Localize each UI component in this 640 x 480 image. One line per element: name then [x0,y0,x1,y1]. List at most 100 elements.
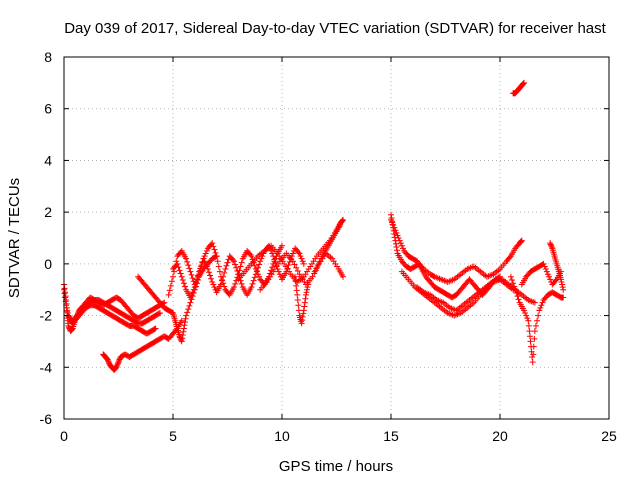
data-point [65,322,72,329]
data-point [526,333,533,340]
data-point [179,277,186,284]
data-point [234,267,241,274]
data-point [298,255,305,262]
data-point [184,309,191,316]
data-point [196,268,203,275]
data-point [165,291,172,298]
data-point [270,253,277,260]
data-point [214,258,221,265]
data-point [335,224,342,231]
data-point [295,249,302,256]
data-point [256,261,263,268]
data-point [210,281,217,288]
data-point [167,282,174,289]
data-point [155,310,162,317]
data-point [527,338,534,345]
data-point [185,306,192,313]
data-point [285,262,292,269]
data-point [534,317,541,324]
data-point [221,269,228,276]
data-point [394,232,401,239]
data-point [168,278,175,285]
data-point [202,250,209,257]
x-tick-label: 15 [383,428,399,444]
data-point [398,242,405,249]
data-point [558,278,565,285]
data-point [276,271,283,278]
data-point [211,284,218,291]
y-tick-label: 8 [44,49,52,65]
data-point [547,240,554,247]
data-point [547,241,554,248]
data-point [238,259,245,266]
data-point [177,270,184,277]
data-point [538,302,545,309]
x-tick-label: 10 [274,428,290,444]
data-point [64,309,71,316]
data-point [212,249,219,256]
data-point [525,317,532,324]
data-series [547,240,567,293]
data-point [249,280,256,287]
data-point [104,356,111,363]
data-series [257,250,347,293]
data-point [275,268,282,275]
data-point [340,216,347,223]
data-point [187,299,194,306]
data-point [187,268,194,275]
data-point [62,294,69,301]
data-point [314,262,321,269]
data-point [185,262,192,269]
data-series [507,273,567,366]
data-point [388,216,394,223]
data-point [520,79,527,86]
data-point [294,291,301,298]
data-point [541,263,548,270]
data-point [232,261,239,268]
data-point [195,272,202,279]
data-point [175,264,182,271]
y-tick-label: -4 [40,359,53,375]
data-point [198,262,205,269]
data-point [338,218,345,225]
data-point [506,254,513,261]
data-point [388,211,394,218]
x-tick-label: 0 [60,428,68,444]
data-point [530,351,537,358]
data-point [223,262,230,269]
data-point [252,271,259,278]
data-point [390,222,397,229]
data-point [186,265,193,272]
data-point [251,274,258,281]
data-point [219,277,226,284]
data-point [191,284,198,291]
data-point [64,307,71,314]
data-point [393,244,400,251]
x-tick-label: 25 [601,428,617,444]
x-axis-label: GPS time / hours [279,458,393,475]
data-point [181,283,188,290]
data-point [397,240,404,247]
data-point [248,284,255,291]
data-point [197,265,204,272]
data-point [311,268,318,275]
data-point [560,286,567,293]
data-point [188,271,195,278]
data-point [507,273,514,280]
data-point [305,281,312,288]
data-point [515,296,522,303]
data-point [176,267,183,274]
data-point [302,291,309,298]
data-point [181,322,188,329]
data-point [178,317,185,324]
data-point [255,264,262,271]
data-point [393,229,400,236]
data-point [532,322,539,329]
data-point [189,289,196,296]
data-point [393,247,400,254]
y-tick-label: 4 [44,152,52,168]
data-point [539,299,546,306]
data-point [300,260,307,267]
data-point [395,235,402,241]
x-tick-label: 20 [492,428,508,444]
